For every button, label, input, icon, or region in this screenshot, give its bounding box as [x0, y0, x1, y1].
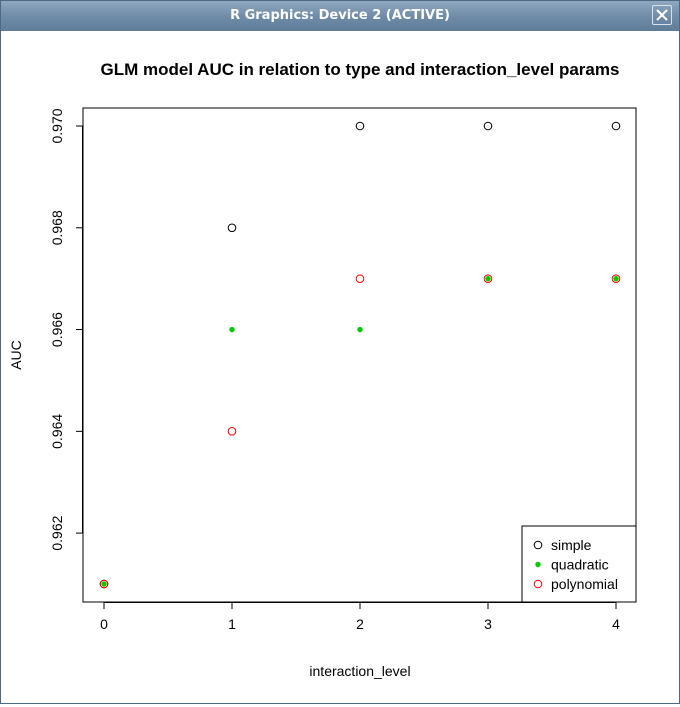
- data-points: [99, 121, 621, 589]
- polynomial-point: [227, 427, 237, 436]
- legend-marker-quadratic: [535, 561, 541, 568]
- polynomial-point: [355, 274, 365, 283]
- chart-svg: GLM model AUC in relation to type and in…: [8, 60, 637, 679]
- y-tick-label: 0.964: [49, 414, 65, 449]
- x-tick-label: 1: [228, 616, 236, 632]
- polynomial-point: [99, 579, 109, 589]
- legend-box: [521, 525, 637, 603]
- polynomial-point: [611, 274, 621, 283]
- legend: simple quadratic polynomial: [521, 525, 637, 603]
- quadratic-point: [229, 326, 235, 333]
- simple-point: [227, 223, 237, 233]
- y-tick-label: 0.968: [49, 210, 65, 245]
- legend-marker-polynomial: [533, 579, 543, 589]
- y-tick-label: 0.966: [49, 312, 65, 347]
- quadratic-point: [613, 275, 619, 282]
- legend-label-quadratic: quadratic: [551, 557, 609, 573]
- plot-area: GLM model AUC in relation to type and in…: [1, 31, 679, 703]
- simple-point: [355, 121, 365, 131]
- close-button[interactable]: [652, 5, 672, 25]
- legend-label-simple: simple: [551, 537, 592, 553]
- y-tick-label: 0.962: [49, 515, 65, 550]
- quadratic-point: [357, 326, 363, 333]
- y-axis-label: AUC: [8, 340, 24, 370]
- legend-label-polynomial: polynomial: [551, 576, 618, 592]
- x-axis: 0 1 2 3 4: [100, 602, 620, 632]
- simple-point: [483, 121, 493, 131]
- x-tick-label: 3: [484, 616, 492, 632]
- window-titlebar[interactable]: R Graphics: Device 2 (ACTIVE): [1, 1, 679, 31]
- polynomial-point: [483, 274, 493, 283]
- legend-marker-simple: [533, 540, 543, 550]
- window-title: R Graphics: Device 2 (ACTIVE): [230, 8, 450, 23]
- x-tick-label: 0: [100, 616, 108, 632]
- y-axis: 0.962 0.964 0.966 0.968 0.970: [49, 108, 83, 551]
- x-tick-label: 4: [612, 616, 620, 632]
- y-tick-label: 0.970: [49, 108, 65, 143]
- quadratic-point: [101, 581, 107, 587]
- simple-point: [611, 121, 621, 131]
- chart-title: GLM model AUC in relation to type and in…: [101, 60, 620, 79]
- x-tick-label: 2: [356, 616, 364, 632]
- quadratic-point: [485, 275, 491, 282]
- close-icon: [656, 9, 668, 21]
- x-axis-label: interaction_level: [309, 663, 410, 679]
